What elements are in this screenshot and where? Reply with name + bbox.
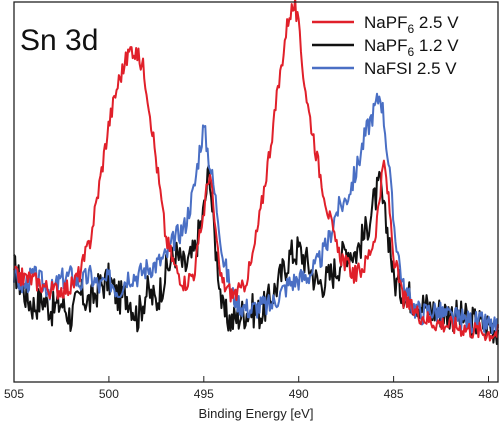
series-line-napf6-1-2-v: [13, 164, 499, 346]
panel-label: Sn 3d: [20, 24, 98, 57]
series-line-napf6-2-5-v: [13, 0, 499, 342]
series-layer: [13, 0, 499, 346]
x-tick-label-480: 480: [478, 387, 498, 401]
x-tick-label-490: 490: [289, 387, 309, 401]
plot-frame: [13, 1, 499, 383]
x-tick-label-500: 500: [99, 387, 119, 401]
x-axis: 505 500 495 490 485 480: [4, 376, 499, 401]
x-tick-label-485: 485: [384, 387, 404, 401]
legend-entry-0: NaPF6 2.5 V: [364, 13, 459, 36]
x-tick-label-495: 495: [194, 387, 214, 401]
x-axis-label: Binding Energy [eV]: [199, 406, 314, 421]
legend-entry-2: NaFSI 2.5 V: [364, 59, 457, 78]
x-tick-label-505: 505: [4, 387, 24, 401]
legend-entry-1: NaPF6 1.2 V: [364, 36, 459, 59]
